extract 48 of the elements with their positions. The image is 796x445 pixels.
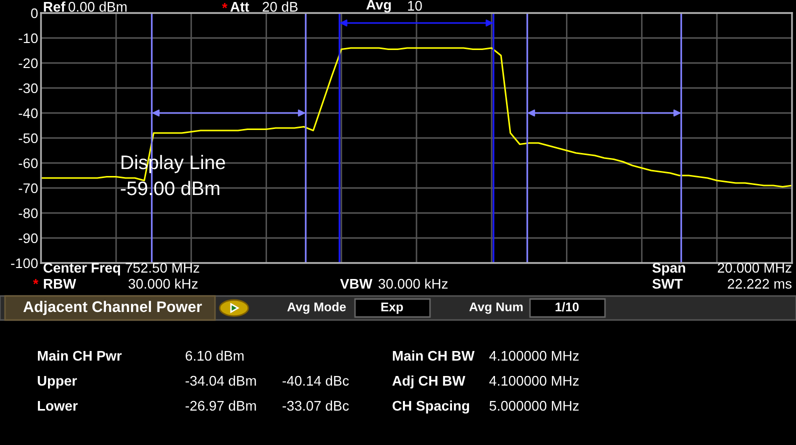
text: * xyxy=(33,279,38,284)
text: 4.100000 MHz xyxy=(489,350,579,361)
text: Ref xyxy=(44,2,66,12)
text: Lower xyxy=(38,401,78,411)
text: 4.100000 MHz xyxy=(489,376,579,386)
y-tick-label: -90 xyxy=(18,233,38,244)
annotation: Span xyxy=(652,262,686,276)
text: Upper xyxy=(38,376,77,388)
text: -26.97 dBm xyxy=(186,400,256,411)
text: -40.14 dBc xyxy=(282,376,349,386)
text: VBW xyxy=(340,279,372,289)
y-tick-label: -20 xyxy=(18,58,38,68)
text: 30.000 kHz xyxy=(378,278,448,289)
y-tick-label: -80 xyxy=(18,208,38,218)
text: 30.000 kHz xyxy=(128,278,198,289)
y-tick-label: -40 xyxy=(18,108,38,118)
text: Avg Num xyxy=(469,302,523,314)
annotation: Center Freq xyxy=(44,262,120,276)
text: 20 dB xyxy=(262,2,298,12)
text: 0.00 dBm xyxy=(68,2,127,12)
y-tick-label: -30 xyxy=(18,83,38,94)
text: 1/10 xyxy=(556,302,579,312)
annotation: 20.000 MHz xyxy=(718,262,792,273)
text: RBW xyxy=(44,279,76,289)
text: Main CH Pwr xyxy=(38,350,122,361)
text: * xyxy=(222,3,228,8)
text: 6.10 dBm xyxy=(186,350,244,361)
text: 5.000000 MHz xyxy=(490,400,579,411)
text: SWT xyxy=(652,278,683,289)
text: Exp xyxy=(381,302,403,314)
text: 10 xyxy=(408,0,422,11)
y-tick-label: -10 xyxy=(18,33,38,44)
text: -34.04 dBm xyxy=(186,376,256,386)
text: CH Spacing xyxy=(392,400,470,414)
y-tick-label: -70 xyxy=(18,183,38,194)
y-tick-label: -100 xyxy=(11,258,38,268)
y-tick-label: -60 xyxy=(18,158,38,168)
text: 22.222 ms xyxy=(728,278,792,289)
text: -33.07 dBc xyxy=(282,400,349,411)
text: Avg xyxy=(366,0,391,12)
text: Main CH BW xyxy=(392,350,475,361)
text: Adjacent Channel Power xyxy=(23,300,202,316)
y-tick-label: -50 xyxy=(18,133,38,144)
text: Adj CH BW xyxy=(392,376,466,388)
text: Att xyxy=(230,2,250,12)
annotation: 752.50 MHz xyxy=(126,262,200,273)
text: Avg Mode xyxy=(287,302,346,314)
y-tick-label: 0 xyxy=(31,8,38,18)
